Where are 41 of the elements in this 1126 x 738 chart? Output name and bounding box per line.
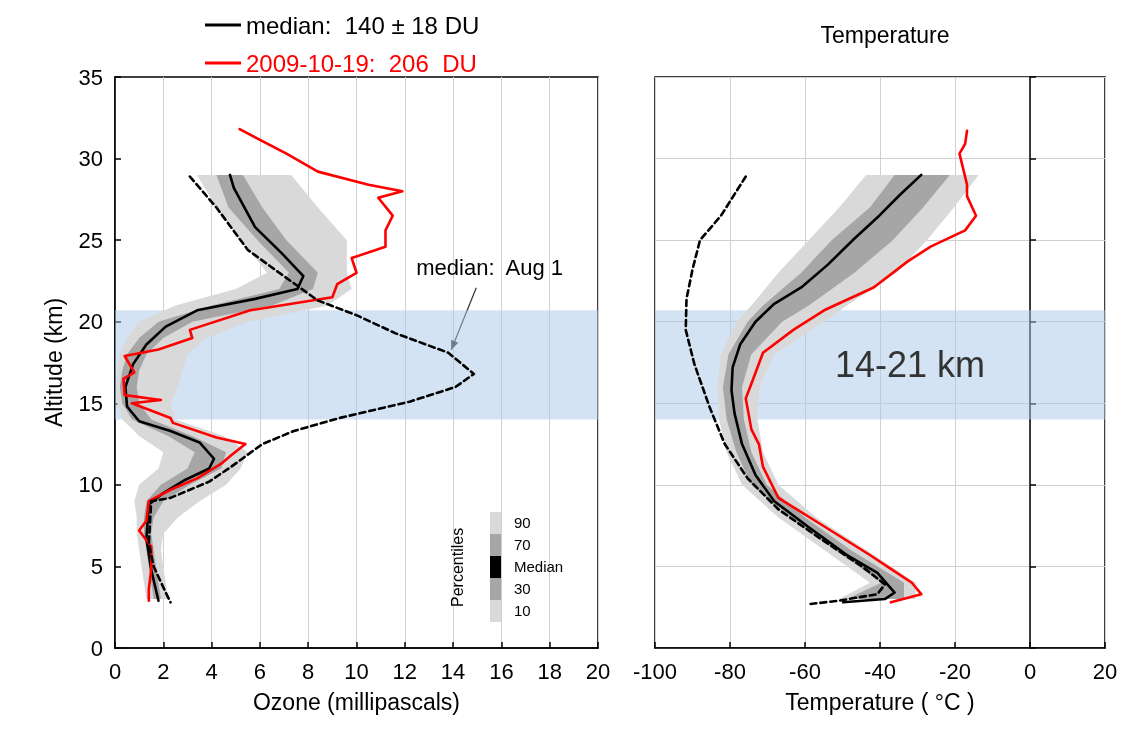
- x-tick-label: 8: [302, 658, 315, 684]
- x-tick-label: 12: [392, 658, 418, 684]
- legend-label: median: 140 ± 18 DU: [246, 11, 480, 39]
- x-tick-label: 20: [585, 658, 611, 684]
- x-tick-label: -80: [714, 658, 746, 684]
- x-tick-label: -20: [939, 658, 971, 684]
- x-tick-label: -100: [632, 658, 678, 684]
- x-tick-label: 16: [489, 658, 514, 684]
- x-tick-label: 20: [1092, 658, 1118, 684]
- y-tick-label: 25: [78, 227, 103, 253]
- y-axis-title: Altitude (km): [40, 297, 67, 428]
- y-tick-label: 0: [90, 635, 103, 661]
- y-tick-label: 15: [78, 390, 103, 416]
- annotation: median: Aug 1: [416, 255, 564, 281]
- x-tick-label: 2: [157, 658, 170, 684]
- y-tick-label: 35: [78, 64, 103, 90]
- y-tick-label: 30: [78, 146, 103, 172]
- chart-title: Temperature: [820, 21, 950, 48]
- annotation: Median: [514, 557, 564, 577]
- x-tick-label: 14: [440, 658, 466, 684]
- annotation: 90: [514, 513, 531, 533]
- y-tick-label: 5: [90, 553, 103, 579]
- legend-label: 2009-10-19: 206 DU: [246, 49, 477, 77]
- annotation: 70: [514, 535, 531, 555]
- x-axis-title: Temperature ( °C ): [785, 688, 975, 715]
- x-tick-label: 18: [537, 658, 562, 684]
- y-tick-label: 10: [78, 472, 103, 498]
- x-tick-label: -40: [864, 658, 896, 684]
- y-tick-label: 20: [78, 309, 103, 335]
- x-tick-label: 6: [253, 658, 267, 684]
- x-tick-label: 0: [108, 658, 122, 684]
- x-tick-label: 0: [1023, 658, 1037, 684]
- line-series: [122, 127, 404, 602]
- band-label: 14-21 km: [834, 344, 986, 386]
- legend-title: Percentiles: [448, 526, 467, 609]
- x-tick-label: 4: [205, 658, 218, 684]
- annotation: 30: [514, 579, 531, 599]
- x-tick-label: 10: [344, 658, 369, 684]
- x-axis-title: Ozone (millipascals): [252, 688, 461, 715]
- annotation: 10: [514, 601, 531, 621]
- x-tick-label: -60: [789, 658, 821, 684]
